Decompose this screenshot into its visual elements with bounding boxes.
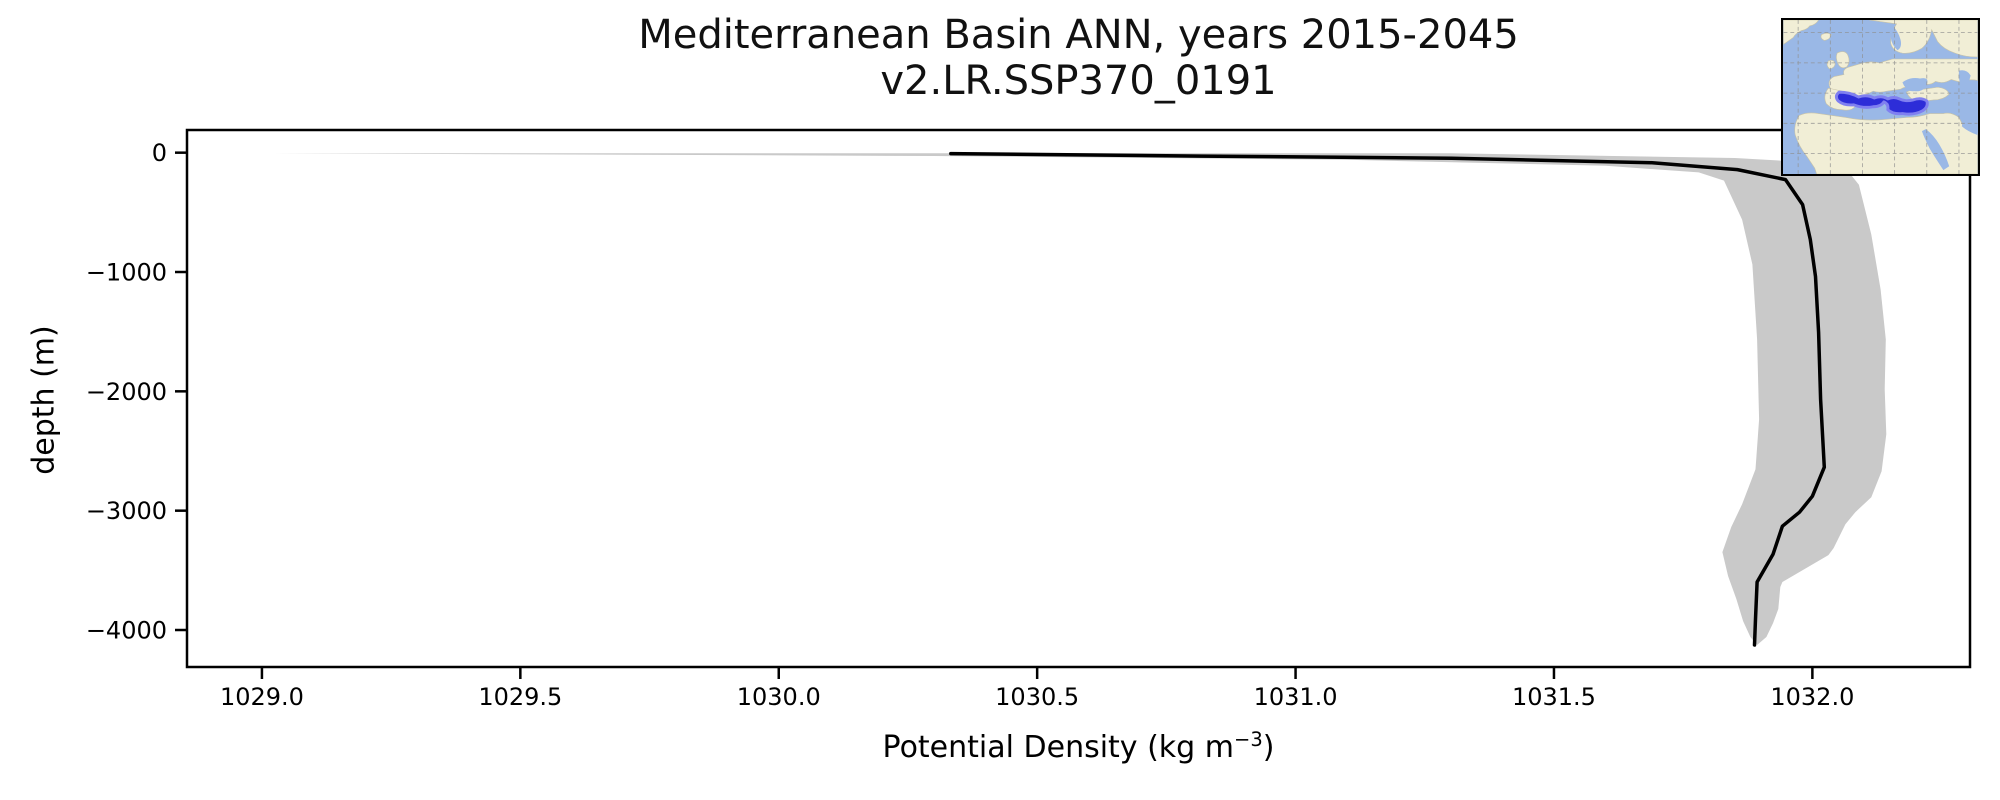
chart-title-block: Mediterranean Basin ANN, years 2015-2045… <box>187 12 1970 104</box>
chart-title: Mediterranean Basin ANN, years 2015-2045 <box>638 12 1519 58</box>
y-tick-label: −2000 <box>86 378 167 406</box>
x-axis-label: Potential Density (kg m−3) <box>187 728 1970 765</box>
y-tick-label: −4000 <box>86 617 167 645</box>
axes-spines <box>185 128 1972 669</box>
x-tick-label: 1030.0 <box>737 683 821 711</box>
region-inset-map <box>1781 18 1980 176</box>
x-tick-label: 1031.5 <box>1512 683 1596 711</box>
x-tick-label: 1031.0 <box>1254 683 1338 711</box>
x-tick-label: 1029.0 <box>220 683 304 711</box>
x-axis-label-superscript: −3 <box>1233 728 1263 751</box>
chart-subtitle: v2.LR.SSP370_0191 <box>880 58 1277 104</box>
std-envelope <box>272 153 1887 646</box>
mean-profile-line <box>949 151 1827 647</box>
inset-map-canvas <box>1783 20 1978 174</box>
y-tick-label: −3000 <box>86 497 167 525</box>
x-axis-label-end: ) <box>1262 730 1275 765</box>
y-tick-label: 0 <box>152 139 167 167</box>
y-axis-label: depth (m) <box>26 325 62 475</box>
x-axis-label-main: Potential Density (kg m <box>882 730 1234 765</box>
y-tick-label: −1000 <box>86 259 167 287</box>
inset-seas <box>1890 25 1978 171</box>
x-tick-label: 1029.5 <box>478 683 562 711</box>
mediterranean-highlight <box>1834 90 1929 116</box>
x-tick-label: 1032.0 <box>1770 683 1854 711</box>
x-tick-label: 1030.5 <box>995 683 1079 711</box>
